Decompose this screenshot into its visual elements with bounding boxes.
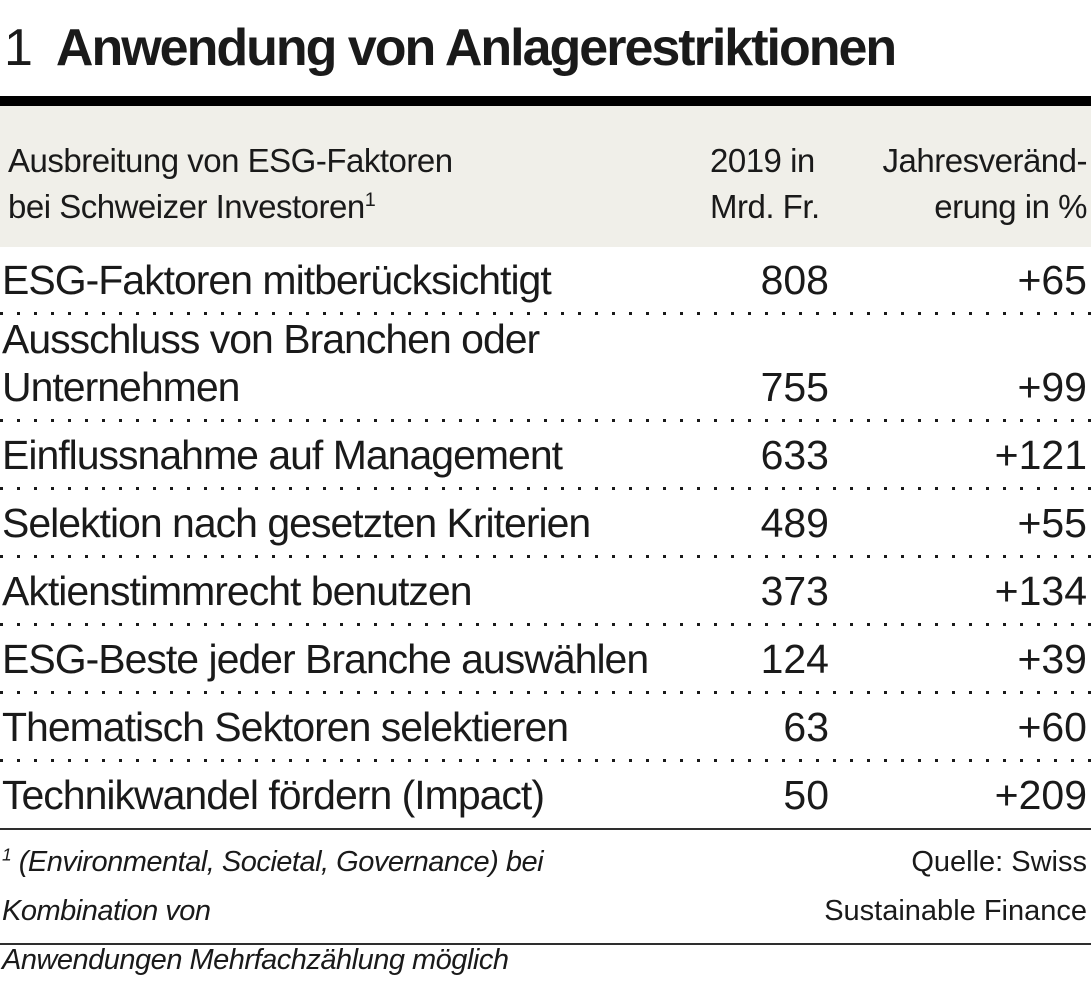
row-label: Technikwandel fördern (Impact) [2, 772, 545, 818]
row-value: 50 [783, 772, 829, 818]
row-label: ESG-Faktoren mitberücksichtigt [2, 257, 552, 303]
table-row: Einflussnahme auf Management 633 +121 [0, 422, 1091, 490]
row-change: +39 [1017, 636, 1087, 682]
source-credit: Quelle: Swiss Sustainable Finance [824, 846, 1087, 927]
row-change: +60 [1017, 704, 1087, 750]
row-change: +65 [1017, 257, 1087, 303]
table-header-band: Ausbreitung von ESG-Faktoren bei Schweiz… [0, 106, 1091, 247]
row-value: 124 [760, 636, 829, 682]
table-row: Ausschluss von Branchen oder Unternehmen… [0, 315, 1091, 422]
title-row: 1 Anwendung von Anlagerestriktionen [0, 0, 1091, 96]
column-header-value: 2019 in Mrd. Fr. [710, 142, 820, 225]
row-label: Thematisch Sektoren selektieren [2, 704, 569, 750]
table-row: ESG-Faktoren mitberücksichtigt 808 +65 [0, 247, 1091, 315]
table-row: Selektion nach gesetzten Kriterien 489 +… [0, 490, 1091, 558]
table-row: ESG-Beste jeder Branche auswählen 124 +3… [0, 626, 1091, 694]
footnote: 1 (Environmental, Societal, Governance) … [2, 838, 702, 985]
figure-number: 1 [4, 19, 33, 77]
row-label: Selektion nach gesetzten Kriterien [2, 500, 591, 546]
footnote-marker-superscript: 1 [2, 844, 12, 865]
table-body: ESG-Faktoren mitberücksichtigt 808 +65 A… [0, 247, 1091, 830]
column-header-description: Ausbreitung von ESG-Faktoren bei Schweiz… [8, 138, 694, 230]
bottom-rule [0, 943, 1091, 945]
column-header-description-text: Ausbreitung von ESG-Faktoren bei Schweiz… [8, 142, 453, 225]
table-row: Thematisch Sektoren selektieren 63 +60 [0, 694, 1091, 762]
row-value: 808 [760, 257, 829, 303]
row-value: 633 [760, 432, 829, 478]
row-change: +99 [1017, 364, 1087, 410]
row-value: 755 [760, 364, 829, 410]
table-row: Aktienstimmrecht benutzen 373 +134 [0, 558, 1091, 626]
row-value: 63 [783, 704, 829, 750]
row-label: Einflussnahme auf Management [2, 432, 563, 478]
row-label: Aktienstimmrecht benutzen [2, 568, 473, 614]
table-footer: 1 (Environmental, Societal, Governance) … [0, 830, 1091, 976]
row-value: 489 [760, 500, 829, 546]
title-rule [0, 96, 1091, 106]
row-label: Ausschluss von Branchen oder Unternehmen [2, 316, 540, 410]
column-header-change: Jahresveränd- erung in % [882, 142, 1088, 225]
row-change: +121 [994, 432, 1087, 478]
footnote-marker-superscript: 1 [364, 189, 376, 211]
page-title: Anwendung von Anlagerestriktionen [55, 19, 897, 77]
row-change: +55 [1017, 500, 1087, 546]
table-row: Technikwandel fördern (Impact) 50 +209 [0, 762, 1091, 830]
row-value: 373 [760, 568, 829, 614]
row-label: ESG-Beste jeder Branche auswählen [2, 636, 649, 682]
footnote-text: (Environmental, Societal, Governance) be… [2, 846, 544, 976]
row-change: +209 [994, 772, 1087, 818]
row-change: +134 [994, 568, 1087, 614]
